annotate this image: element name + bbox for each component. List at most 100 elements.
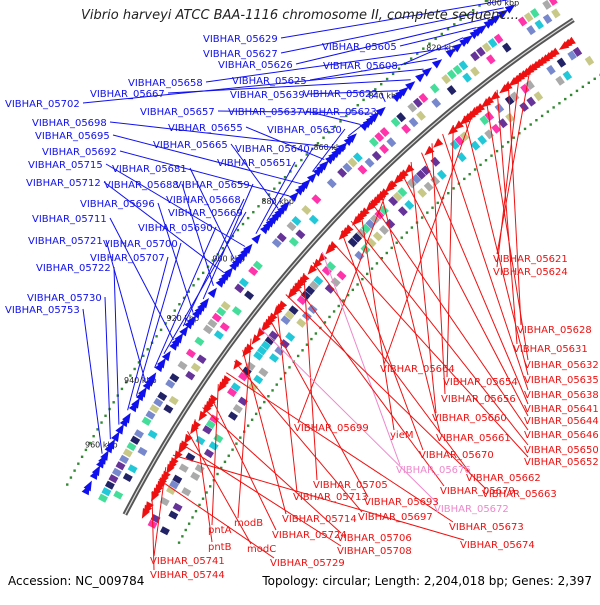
forward-feature-box bbox=[308, 214, 319, 225]
reverse-leader-line bbox=[321, 251, 401, 466]
inner-tick-dot bbox=[305, 343, 309, 346]
forward-feature-box bbox=[301, 205, 312, 215]
inner-tick-dot bbox=[501, 145, 504, 148]
reverse-leader-line bbox=[340, 231, 424, 451]
forward-gene-label: VIBHAR_05667 bbox=[90, 89, 165, 100]
reverse-gene-arrow bbox=[299, 273, 310, 284]
forward-feature-box bbox=[168, 395, 179, 406]
forward-gene-arrow bbox=[405, 81, 416, 91]
inner-tick-dot bbox=[288, 366, 291, 369]
reverse-gene-arrow bbox=[233, 359, 243, 370]
forward-feature-box bbox=[487, 37, 498, 48]
outer-tick-dot bbox=[345, 114, 348, 118]
reverse-feature-box bbox=[321, 266, 332, 276]
inner-tick-dot bbox=[452, 187, 455, 190]
forward-gene-label: VIBHAR_05711 bbox=[32, 214, 107, 225]
forward-gene-label: VIBHAR_05659 bbox=[175, 180, 250, 191]
scale-label: 840 kbp bbox=[369, 92, 402, 101]
forward-gene-arrow bbox=[476, 24, 488, 34]
reverse-gene-label: VIBHAR_05661 bbox=[436, 433, 511, 444]
forward-feature-box bbox=[364, 157, 375, 168]
forward-feature-box bbox=[238, 277, 249, 288]
outer-tick-dot bbox=[434, 37, 437, 41]
forward-gene-arrow bbox=[462, 35, 474, 45]
outer-tick-dot bbox=[322, 136, 325, 139]
forward-feature-box bbox=[542, 13, 553, 24]
forward-feature-box bbox=[462, 72, 472, 83]
forward-leader-line bbox=[280, 0, 510, 39]
reverse-gene-label: VIBHAR_05664 bbox=[380, 364, 455, 375]
forward-leader-line bbox=[255, 161, 296, 234]
forward-feature-box bbox=[379, 127, 390, 138]
outer-tick-dot bbox=[80, 455, 84, 458]
reverse-leader-line bbox=[496, 72, 520, 268]
forward-gene-arrow bbox=[111, 431, 120, 443]
forward-gene-label: VIBHAR_05690 bbox=[138, 223, 213, 234]
outer-tick-dot bbox=[289, 170, 292, 173]
reverse-feature-box bbox=[360, 244, 371, 255]
outer-tick-dot bbox=[104, 414, 107, 417]
forward-gene-arrow bbox=[306, 172, 317, 183]
reverse-leader-line bbox=[303, 272, 318, 481]
outer-tick-dot bbox=[267, 193, 271, 196]
reverse-gene-arrow bbox=[424, 145, 435, 156]
inner-tick-dot bbox=[518, 132, 521, 135]
reverse-gene-arrow bbox=[244, 343, 254, 354]
outer-tick-dot bbox=[133, 367, 136, 371]
forward-feature-box bbox=[119, 454, 130, 464]
forward-gene-arrow bbox=[300, 179, 311, 190]
reverse-gene-arrow bbox=[565, 36, 576, 46]
reverse-feature-box bbox=[330, 277, 341, 288]
outer-tick-dot bbox=[453, 23, 456, 26]
reverse-feature-box bbox=[354, 250, 365, 261]
reverse-gene-label: VIBHAR_05663 bbox=[482, 489, 557, 500]
forward-feature-box bbox=[101, 487, 112, 497]
inner-tick-dot bbox=[342, 299, 345, 302]
outer-tick-dot bbox=[446, 27, 450, 31]
forward-leader-line bbox=[127, 256, 169, 411]
reverse-leader-line bbox=[234, 360, 363, 513]
forward-feature-box bbox=[219, 322, 230, 332]
outer-tick-dot bbox=[257, 205, 260, 208]
forward-feature-box bbox=[137, 446, 148, 457]
reverse-gene-arrow bbox=[145, 501, 154, 512]
reverse-gene-label: VIBHAR_05641 bbox=[524, 404, 599, 415]
outer-tick-dot bbox=[69, 476, 73, 479]
reverse-feature-box bbox=[352, 232, 363, 243]
forward-leader-line bbox=[167, 79, 411, 94]
inner-tick-dot bbox=[569, 93, 573, 97]
outer-tick-dot bbox=[379, 82, 383, 86]
forward-feature-box bbox=[165, 379, 176, 389]
reverse-leader-line bbox=[209, 395, 277, 531]
reverse-feature-box bbox=[208, 441, 219, 451]
reverse-leader-line bbox=[242, 349, 287, 515]
reverse-leader-line bbox=[446, 124, 454, 378]
forward-leader-line bbox=[105, 239, 146, 382]
reverse-feature-box bbox=[397, 187, 408, 198]
reverse-feature-box bbox=[404, 200, 415, 210]
forward-feature-box bbox=[548, 0, 558, 6]
reverse-feature-box bbox=[280, 315, 291, 326]
inner-tick-dot bbox=[323, 321, 327, 324]
outer-tick-dot bbox=[440, 32, 444, 36]
inner-tick-dot bbox=[370, 267, 374, 270]
forward-feature-box bbox=[288, 236, 299, 247]
reverse-feature-box bbox=[205, 419, 216, 430]
inner-tick-dot bbox=[575, 89, 579, 93]
inner-tick-dot bbox=[177, 541, 181, 544]
forward-feature-box bbox=[446, 85, 457, 96]
forward-gene-label: VIBHAR_05702 bbox=[5, 99, 80, 110]
reverse-gene-arrow bbox=[307, 264, 318, 275]
reverse-feature-box bbox=[238, 371, 249, 382]
inner-tick-dot bbox=[506, 140, 510, 144]
forward-leader-line bbox=[202, 183, 254, 300]
forward-feature-box bbox=[357, 164, 368, 175]
reverse-gene-arrow bbox=[398, 169, 409, 180]
forward-gene-arrow bbox=[445, 48, 456, 58]
reverse-gene-label: VIBHAR_05670 bbox=[419, 450, 494, 461]
outer-tick-dot bbox=[397, 67, 401, 70]
outer-tick-dot bbox=[484, 0, 488, 3]
scale-label: 820 kbp bbox=[426, 43, 459, 52]
